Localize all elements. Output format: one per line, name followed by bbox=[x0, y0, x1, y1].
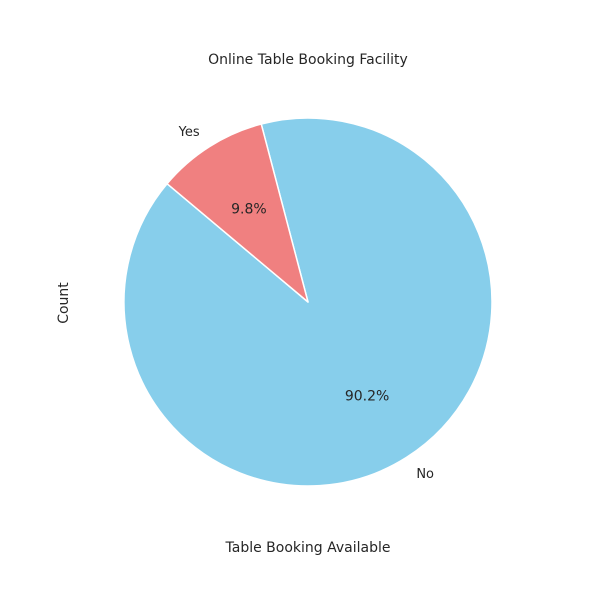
x-axis-label: Table Booking Available bbox=[225, 540, 391, 556]
slice-label-yes: Yes bbox=[178, 125, 200, 140]
y-axis-label: Count bbox=[56, 282, 72, 324]
slice-label-no: No bbox=[416, 467, 434, 482]
pie-slices bbox=[123, 117, 493, 487]
pie-labels: No 90.2% Yes 9.8% bbox=[178, 125, 434, 482]
slice-percent-yes: 9.8% bbox=[231, 202, 267, 218]
pie-slice-yes bbox=[166, 123, 309, 303]
chart-title: Online Table Booking Facility bbox=[208, 52, 408, 68]
slice-percent-no: 90.2% bbox=[345, 388, 389, 404]
